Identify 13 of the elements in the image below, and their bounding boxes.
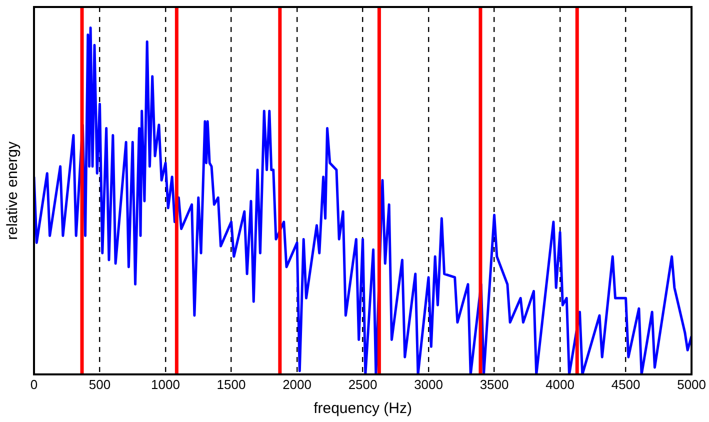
x-tick-label: 5000: [677, 376, 706, 392]
y-axis-title: relative energy: [4, 141, 22, 240]
x-tick-label: 3500: [480, 376, 509, 392]
x-tick-label: 1000: [151, 376, 180, 392]
x-tick-label: 4000: [546, 376, 574, 392]
x-tick-label: 1500: [216, 376, 246, 392]
x-axis-title: frequency (Hz): [314, 400, 412, 418]
x-tick-label: 2000: [282, 376, 312, 392]
x-tick-label: 2500: [348, 376, 378, 392]
x-tick-label: 3000: [414, 376, 443, 392]
x-tick-label: 500: [88, 376, 111, 392]
x-tick-label: 4500: [611, 376, 640, 392]
x-tick-label: 0: [30, 376, 38, 392]
